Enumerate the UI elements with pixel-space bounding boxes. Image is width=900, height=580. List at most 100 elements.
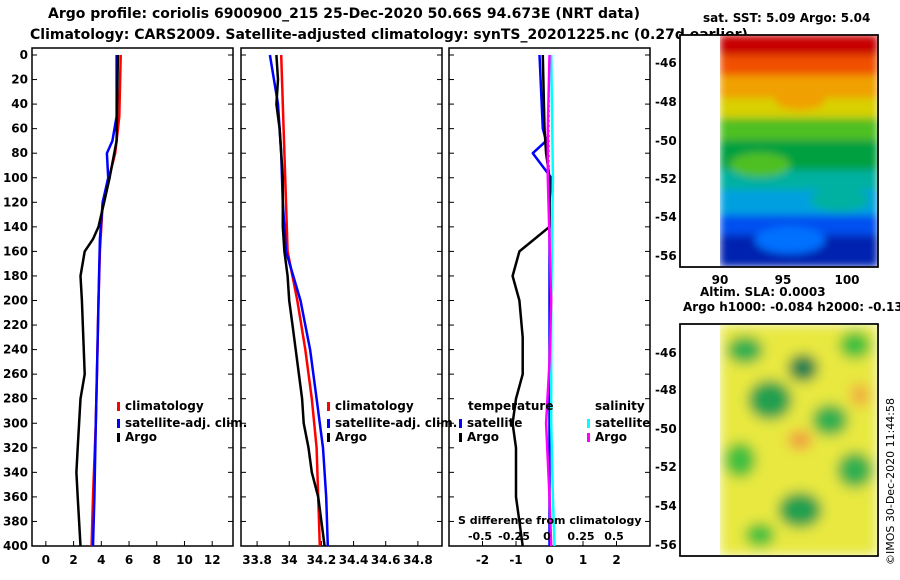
salinity_profile-series-0 bbox=[279, 54, 322, 546]
x-tick-1-34.6: 34.6 bbox=[371, 553, 401, 567]
depth-tick-260: 260 bbox=[3, 367, 28, 381]
sst-lon-95: 95 bbox=[775, 273, 792, 287]
x-tick-0-2: 2 bbox=[69, 553, 77, 567]
sst-lat-48: -48 bbox=[655, 95, 677, 109]
x-tick-1-34.4: 34.4 bbox=[339, 553, 369, 567]
x-tick-0-10: 10 bbox=[176, 553, 193, 567]
title-line-2: Climatology: CARS2009. Satellite-adjuste… bbox=[30, 27, 748, 43]
sla-lat-48: -48 bbox=[655, 383, 677, 397]
legend-label-temp-satellite: satellite bbox=[467, 416, 522, 430]
sla-lat-54: -54 bbox=[655, 499, 677, 513]
x-tick-0-6: 6 bbox=[125, 553, 133, 567]
legend-swatch-climatology-s bbox=[327, 402, 330, 411]
legend-swatch-satellite-adj bbox=[117, 419, 120, 428]
sla-blob-9 bbox=[745, 523, 775, 547]
depth-tick-60: 60 bbox=[11, 122, 28, 136]
s-diff-tick-0.5: 0.5 bbox=[604, 530, 624, 543]
legend-swatch-satellite-adj-s bbox=[327, 419, 330, 428]
depth-tick-40: 40 bbox=[11, 97, 28, 111]
depth-tick-20: 20 bbox=[11, 73, 28, 87]
salinity-panel-frame bbox=[240, 47, 443, 547]
x-tick-0-0: 0 bbox=[42, 553, 50, 567]
sst-band-5 bbox=[720, 118, 878, 144]
sla-map-border bbox=[679, 323, 879, 557]
temperature_profile-series-2 bbox=[75, 54, 120, 546]
legend-swatch-sal-satellite bbox=[587, 419, 590, 428]
x-tick-1-34.2: 34.2 bbox=[307, 553, 337, 567]
sla-warm-2 bbox=[850, 383, 870, 407]
sst-band-9 bbox=[720, 215, 878, 237]
sla-blob-6 bbox=[724, 442, 756, 478]
legend-swatch-climatology bbox=[117, 402, 120, 411]
legend-label-argo-s: Argo bbox=[335, 430, 367, 444]
sla-map-title-1: Altim. SLA: 0.0003 bbox=[700, 285, 826, 299]
depth-tick-240: 240 bbox=[3, 343, 28, 357]
title-line-1: Argo profile: coriolis 6900900_215 25-De… bbox=[48, 6, 641, 22]
sst-map-title: sat. SST: 5.09 Argo: 5.04 bbox=[703, 11, 871, 25]
sst-blob-4 bbox=[755, 226, 825, 254]
depth-tick-120: 120 bbox=[3, 195, 28, 209]
salinity_profile-series-2 bbox=[275, 54, 326, 546]
sst-blob-2 bbox=[730, 153, 790, 177]
salinity_profile-lines bbox=[268, 54, 330, 546]
sst-lat-46: -46 bbox=[655, 56, 677, 70]
difference_profile-lines bbox=[511, 54, 556, 546]
sst-lon-90: 90 bbox=[712, 273, 729, 287]
s-diff-tick--0.25: -0.25 bbox=[498, 530, 530, 543]
sst-map-border bbox=[679, 34, 879, 268]
legend-label-climatology-s: climatology bbox=[335, 399, 414, 413]
legend-swatch-argo bbox=[117, 433, 120, 442]
sst-lat-54: -54 bbox=[655, 210, 677, 224]
sst-blob-3 bbox=[810, 188, 870, 212]
sla-map-title-2: Argo h1000: -0.084 h2000: -0.13 bbox=[683, 300, 900, 314]
depth-tick-200: 200 bbox=[3, 294, 28, 308]
sla-blob-5 bbox=[812, 404, 848, 436]
sla-lat-52: -52 bbox=[655, 460, 677, 474]
sla-lat-46: -46 bbox=[655, 346, 677, 360]
s-difference-annotation: S difference from climatology bbox=[458, 514, 642, 527]
sst-lon-100: 100 bbox=[834, 273, 859, 287]
difference_profile-series-2 bbox=[549, 54, 556, 546]
legend-swatch-sal-argo bbox=[587, 433, 590, 442]
depth-tick-300: 300 bbox=[3, 416, 28, 430]
temperature_profile-lines bbox=[75, 54, 122, 546]
depth-tick-0: 0 bbox=[20, 48, 28, 62]
depth-tick-400: 400 bbox=[3, 539, 28, 553]
legend-label-sal-argo: Argo bbox=[595, 430, 627, 444]
depth-tick-80: 80 bbox=[11, 146, 28, 160]
x-tick-2-2: 2 bbox=[612, 553, 620, 567]
x-tick-2-1: 1 bbox=[579, 553, 587, 567]
temperature_profile-series-1 bbox=[91, 55, 118, 546]
legend-label-argo: Argo bbox=[125, 430, 157, 444]
timestamp-label: ©IMOS 30-Dec-2020 11:44:58 bbox=[884, 398, 897, 565]
x-tick-2-0: 0 bbox=[545, 553, 553, 567]
s-diff-tick-0.25: 0.25 bbox=[567, 530, 594, 543]
x-tick-0-4: 4 bbox=[97, 553, 105, 567]
depth-tick-160: 160 bbox=[3, 244, 28, 258]
x-tick-1-33.8: 33.8 bbox=[242, 553, 272, 567]
sla-lat-56: -56 bbox=[655, 538, 677, 552]
sla-lat-50: -50 bbox=[655, 422, 677, 436]
x-tick-1-34.8: 34.8 bbox=[403, 553, 433, 567]
depth-tick-140: 140 bbox=[3, 220, 28, 234]
sst-lat-56: -56 bbox=[655, 249, 677, 263]
depth-tick-180: 180 bbox=[3, 269, 28, 283]
sla-map bbox=[679, 323, 879, 557]
legend-label-satellite-adj-s: satellite-adj. clim. bbox=[335, 416, 457, 430]
sst-lat-52: -52 bbox=[655, 172, 677, 186]
depth-tick-280: 280 bbox=[3, 392, 28, 406]
x-tick-2--1: -1 bbox=[509, 553, 522, 567]
sla-blob-7 bbox=[837, 452, 873, 488]
legend-label-sal-satellite: satellite bbox=[595, 416, 650, 430]
sla-warm-1 bbox=[788, 430, 812, 450]
temperature-panel-frame bbox=[31, 47, 234, 547]
legend-title-temperature: temperature bbox=[468, 399, 553, 413]
sla-blob-8 bbox=[778, 492, 822, 528]
sla-blob-1 bbox=[727, 336, 763, 364]
s-diff-tick--0.5: -0.5 bbox=[468, 530, 492, 543]
x-tick-0-8: 8 bbox=[153, 553, 161, 567]
x-tick-1-34: 34 bbox=[281, 553, 298, 567]
sst-blob-1 bbox=[775, 90, 825, 110]
s-diff-tick-0: 0 bbox=[543, 530, 551, 543]
